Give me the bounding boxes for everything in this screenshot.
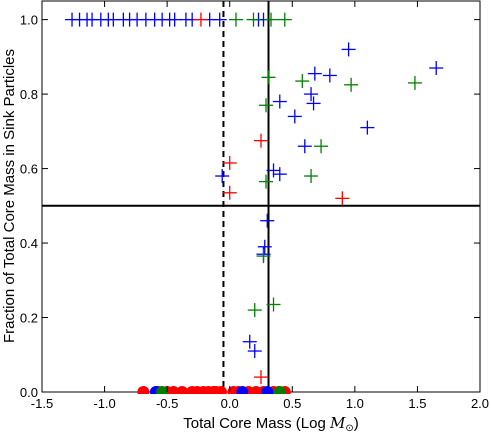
- data-point-circle: [236, 386, 249, 394]
- data-point-plus: [277, 12, 292, 27]
- data-point-plus: [264, 12, 279, 27]
- data-point-plus: [259, 174, 274, 189]
- data-point-plus: [261, 70, 276, 85]
- data-point-plus: [335, 191, 350, 206]
- x-axis-label: Total Core Mass (Log M⊙): [183, 414, 358, 434]
- data-point-plus: [256, 249, 271, 264]
- data-point-plus: [266, 163, 281, 178]
- x-tick-label: -1.0: [93, 396, 115, 411]
- data-point-plus: [247, 344, 262, 359]
- reference-lines: [42, 1, 480, 392]
- axis-ticks: -1.5 -1.0 -0.5 0.0 0.5 1.0 1.5 2.0 0.0 0.2 0.4 0.6 0…: [20, 1, 489, 411]
- data-point-plus: [246, 12, 261, 27]
- data-point-plus: [254, 370, 268, 385]
- data-point-plus: [272, 94, 287, 109]
- data-point-circle: [176, 386, 189, 394]
- data-point-plus: [222, 155, 237, 170]
- data-point-plus: [212, 12, 227, 27]
- data-points: [65, 12, 444, 394]
- y-axis-label: Fraction of Total Core Mass in Sink Part…: [1, 49, 18, 343]
- data-point-plus: [304, 169, 319, 184]
- data-point-plus: [254, 133, 268, 148]
- y-tick-label: 0.2: [20, 311, 38, 326]
- data-point-plus: [304, 87, 319, 102]
- data-point-plus: [341, 42, 356, 57]
- x-tick-label: 2.0: [471, 396, 489, 411]
- data-point-plus: [222, 185, 237, 200]
- data-point-plus: [259, 98, 274, 113]
- x-axis-label-unit: M: [329, 414, 346, 432]
- data-point-plus: [215, 169, 230, 184]
- data-point-plus: [306, 96, 321, 111]
- data-point-plus: [260, 213, 275, 228]
- data-point-plus: [322, 68, 337, 83]
- data-point-plus: [314, 139, 329, 154]
- data-point-plus: [287, 109, 302, 124]
- data-point-circle: [156, 386, 169, 394]
- data-point-plus: [307, 66, 322, 81]
- y-tick-label: 0.6: [20, 162, 38, 177]
- data-point-plus: [429, 61, 444, 76]
- y-tick-label: 1.0: [20, 13, 38, 28]
- x-tick-label: 0.0: [221, 396, 239, 411]
- data-point-plus: [247, 303, 262, 318]
- data-point-plus: [407, 75, 422, 90]
- data-point-circle: [261, 386, 274, 394]
- x-tick-label: -1.5: [31, 396, 53, 411]
- y-tick-label: 0.0: [20, 385, 38, 400]
- y-tick-label: 0.8: [20, 87, 38, 102]
- data-point-circle: [214, 386, 227, 394]
- data-point-plus: [266, 297, 281, 312]
- x-tick-label: 1.5: [408, 396, 426, 411]
- y-tick-label: 0.4: [20, 236, 38, 251]
- x-axis-label-text: Total Core Mass (Log: [183, 415, 330, 432]
- data-point-plus: [257, 239, 272, 254]
- data-point-plus: [297, 139, 312, 154]
- data-point-circle: [273, 386, 286, 394]
- x-tick-label: 0.5: [283, 396, 301, 411]
- plot-area: [41, 0, 481, 393]
- data-point-circle: [137, 386, 150, 394]
- x-axis-label-unit-sub: ⊙: [345, 423, 353, 434]
- x-tick-label: -0.5: [156, 396, 178, 411]
- x-tick-label: 1.0: [346, 396, 364, 411]
- data-point-plus: [344, 77, 359, 92]
- data-point-plus: [228, 12, 243, 27]
- x-axis-label-close: ): [354, 415, 359, 432]
- data-point-plus: [242, 334, 257, 349]
- data-point-plus: [272, 167, 287, 182]
- data-point-plus: [360, 120, 375, 135]
- data-point-plus: [193, 12, 208, 27]
- data-point-plus: [295, 74, 310, 89]
